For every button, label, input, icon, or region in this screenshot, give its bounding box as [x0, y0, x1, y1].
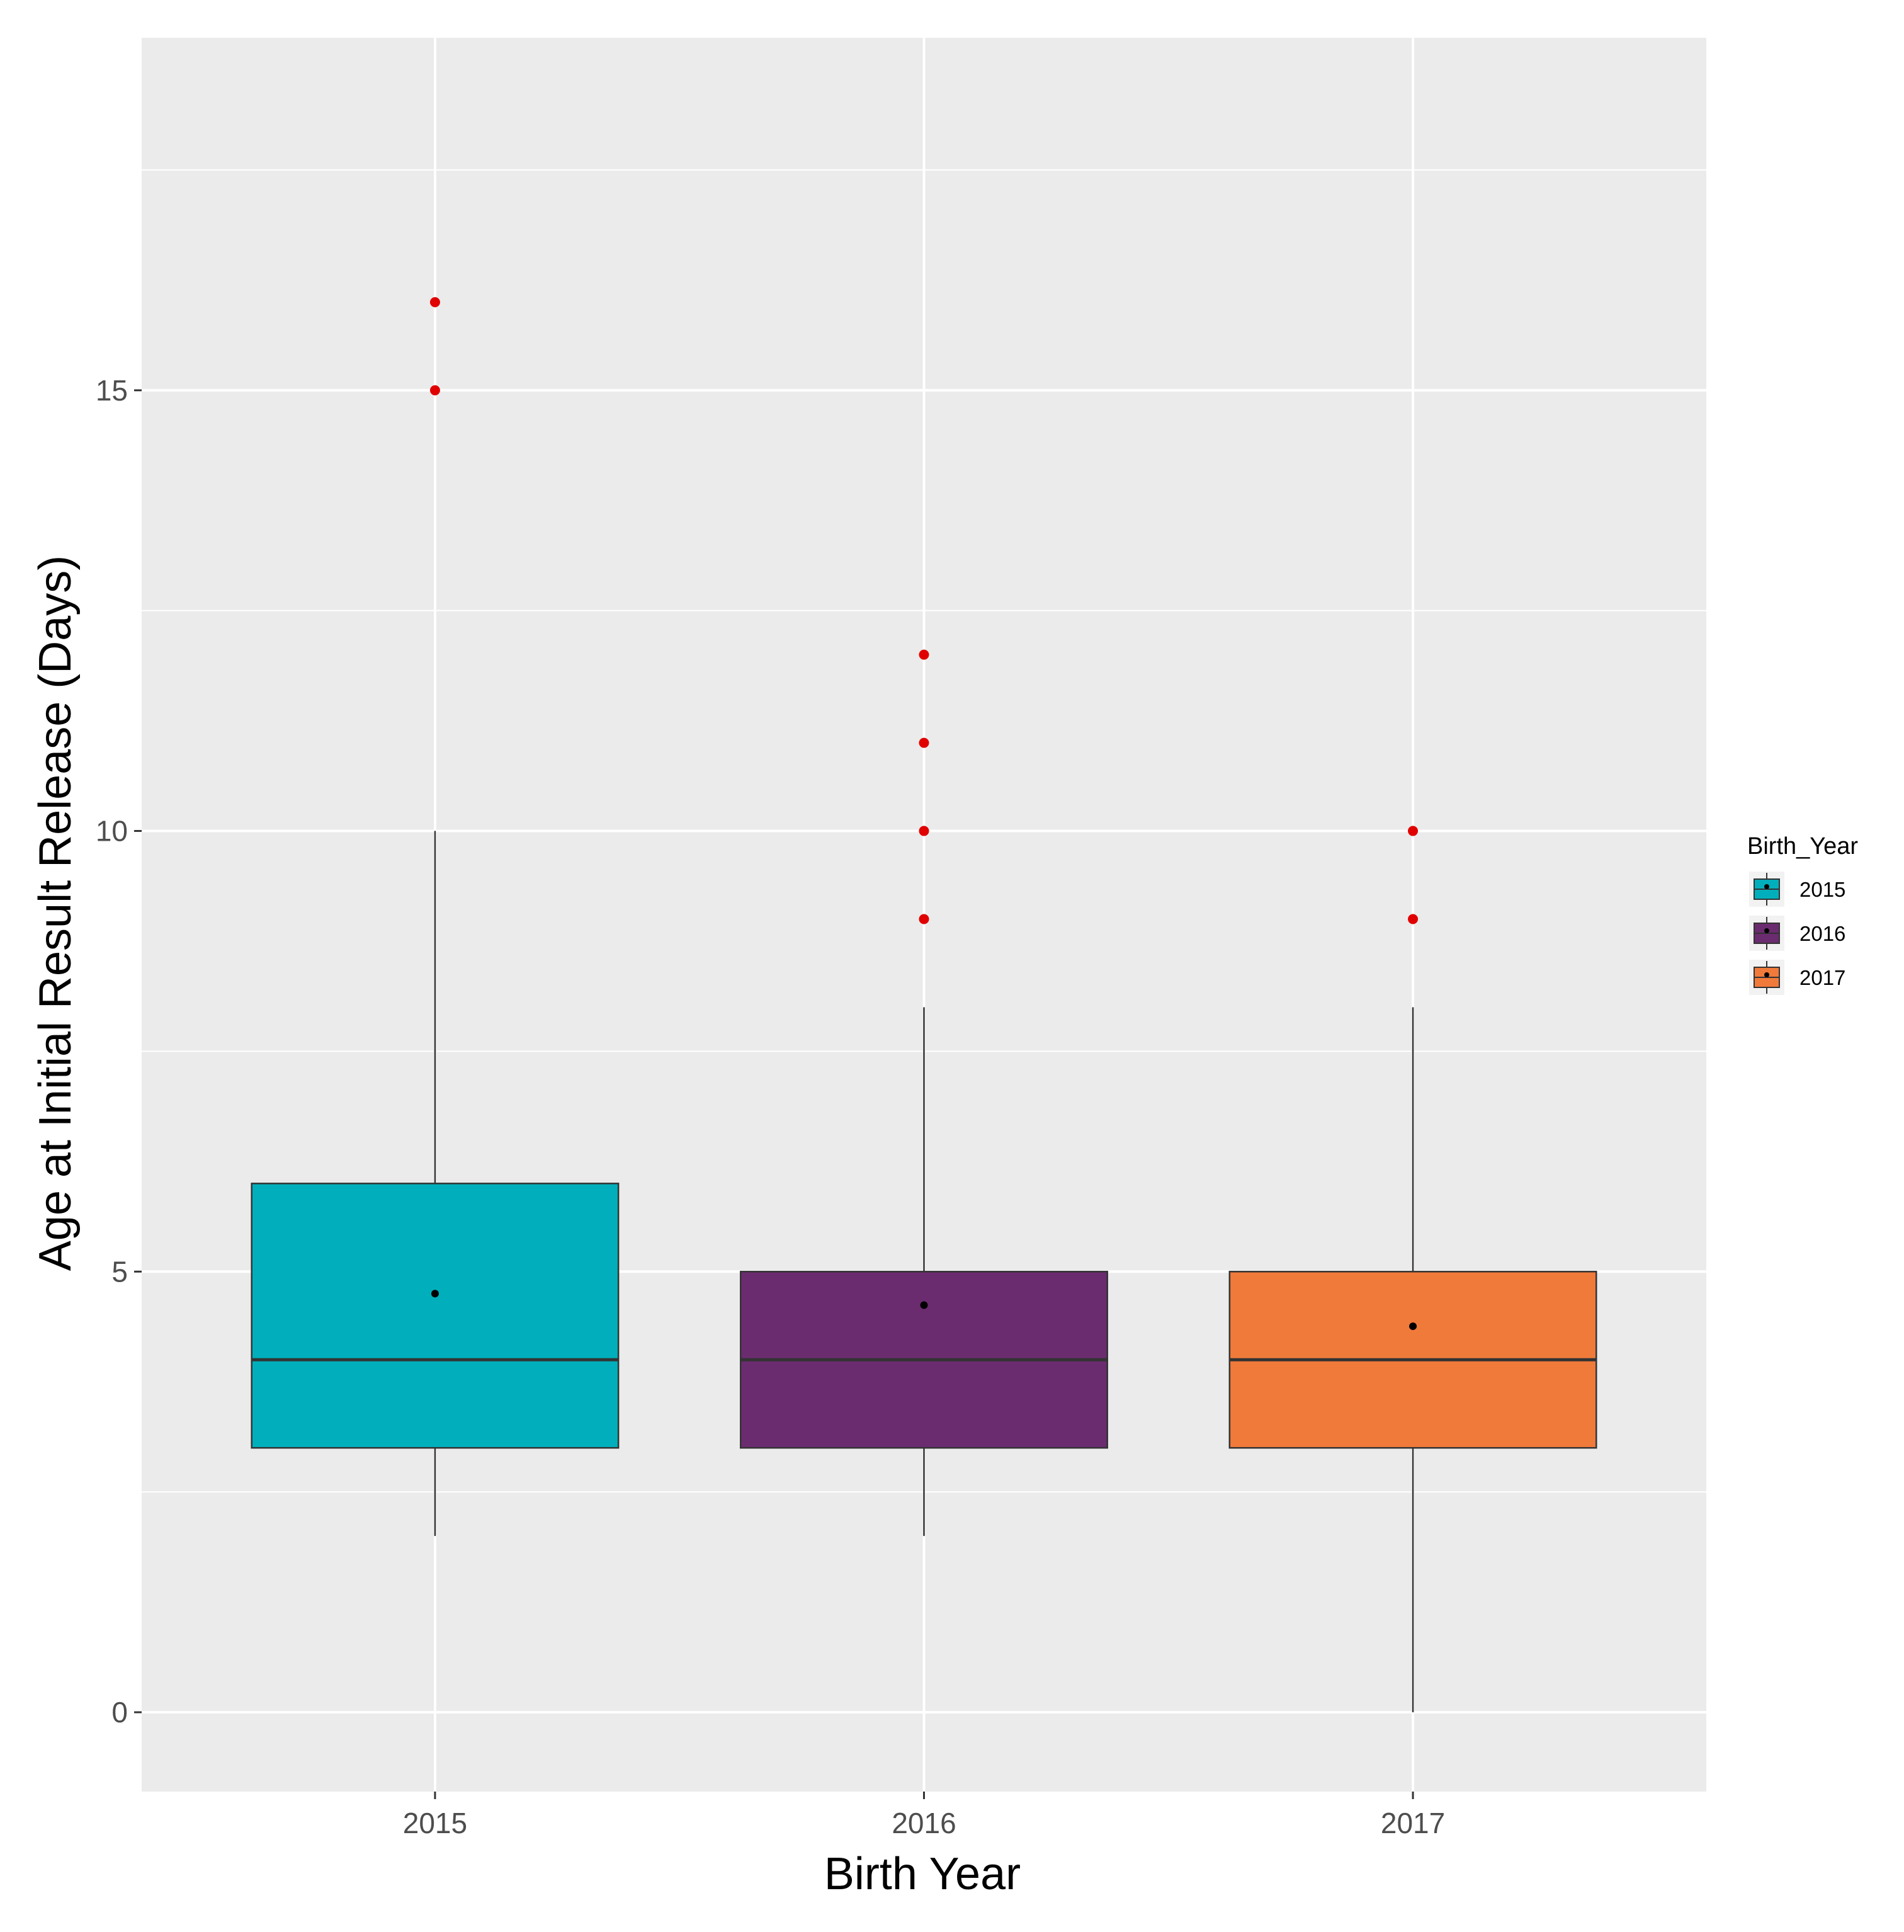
legend-label: 2015 — [1799, 878, 1845, 901]
outlier-point — [919, 826, 929, 836]
legend-entry-2015: 2015 — [1749, 872, 1845, 907]
outlier-point — [1408, 914, 1419, 924]
legend: Birth_Year 2015 2016 2017 — [1747, 833, 1858, 995]
y-tick-label: 5 — [111, 1255, 128, 1288]
legend-label: 2016 — [1799, 922, 1845, 945]
outlier-point — [429, 297, 440, 307]
x-tick-label: 2017 — [1381, 1807, 1445, 1839]
box-2017 — [1228, 826, 1597, 1713]
y-tick-label: 10 — [96, 815, 128, 848]
legend-key-mean — [1764, 972, 1769, 977]
y-axis-title: Age at Initial Result Release (Days) — [30, 555, 81, 1271]
legend-entry-2017: 2017 — [1749, 960, 1845, 995]
outlier-point — [919, 737, 929, 748]
box-2016 — [740, 649, 1108, 1537]
legend-entry-2016: 2016 — [1749, 916, 1845, 951]
legend-key-mean — [1764, 884, 1769, 889]
y-tick-label: 15 — [96, 374, 128, 407]
outlier-point — [1408, 826, 1419, 836]
legend-label: 2017 — [1799, 966, 1845, 989]
legend-key-mean — [1764, 928, 1769, 933]
mean-point — [920, 1301, 928, 1309]
outlier-point — [919, 649, 929, 660]
legend-title: Birth_Year — [1747, 833, 1858, 860]
box-series — [251, 297, 1597, 1713]
mean-point — [431, 1290, 439, 1298]
mean-point — [1409, 1322, 1417, 1331]
box-2015 — [251, 297, 620, 1537]
y-axis: 0 5 10 15 — [96, 374, 142, 1729]
x-tick-label: 2015 — [403, 1807, 467, 1839]
y-tick-label: 0 — [111, 1696, 128, 1729]
x-axis-title: Birth Year — [824, 1849, 1021, 1899]
outlier-point — [429, 385, 440, 395]
box-body — [251, 1183, 620, 1449]
x-tick-label: 2016 — [892, 1807, 956, 1839]
x-axis: 2015 2016 2017 — [403, 1792, 1445, 1839]
outlier-point — [919, 914, 929, 924]
